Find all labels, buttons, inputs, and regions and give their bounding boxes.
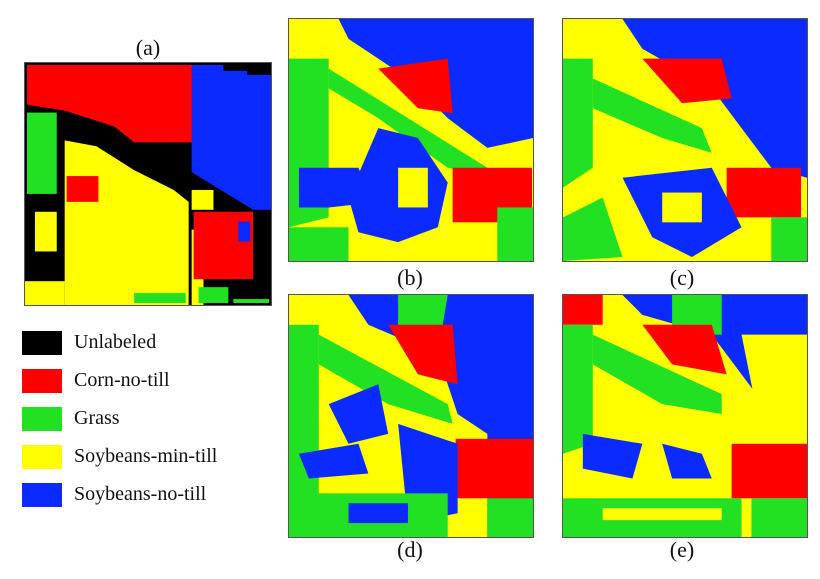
panel-label-b: (b) (397, 265, 423, 290)
classification-map-d (288, 294, 534, 538)
ground-truth-map (24, 62, 272, 306)
legend-item-unlabeled: Unlabeled (22, 328, 252, 366)
legend-label-soybeans-no-till: Soybeans-no-till (74, 483, 207, 505)
legend-swatch-grass (22, 407, 62, 431)
panel-label-c: (c) (669, 265, 695, 290)
legend-swatch-unlabeled (22, 331, 62, 355)
legend-item-corn-no-till: Corn-no-till (22, 366, 252, 404)
classification-map-e (562, 294, 808, 538)
classification-map-b (288, 18, 534, 262)
panel-label-a: (a) (135, 35, 161, 60)
legend-label-unlabeled: Unlabeled (74, 331, 157, 353)
legend-item-soybeans-no-till: Soybeans-no-till (22, 480, 252, 518)
classification-map-c (562, 18, 808, 262)
legend-swatch-corn-no-till (22, 369, 62, 393)
panel-label-d: (d) (397, 537, 423, 562)
legend-label-soybeans-min-till: Soybeans-min-till (74, 445, 218, 467)
legend-label-corn-no-till: Corn-no-till (74, 369, 170, 391)
legend: Unlabeled Corn-no-till Grass Soybeans-mi… (22, 328, 252, 518)
panel-label-e: (e) (669, 537, 695, 562)
legend-label-grass: Grass (74, 407, 120, 429)
legend-swatch-soybeans-min-till (22, 445, 62, 469)
legend-item-grass: Grass (22, 404, 252, 442)
legend-swatch-soybeans-no-till (22, 483, 62, 507)
legend-item-soybeans-min-till: Soybeans-min-till (22, 442, 252, 480)
